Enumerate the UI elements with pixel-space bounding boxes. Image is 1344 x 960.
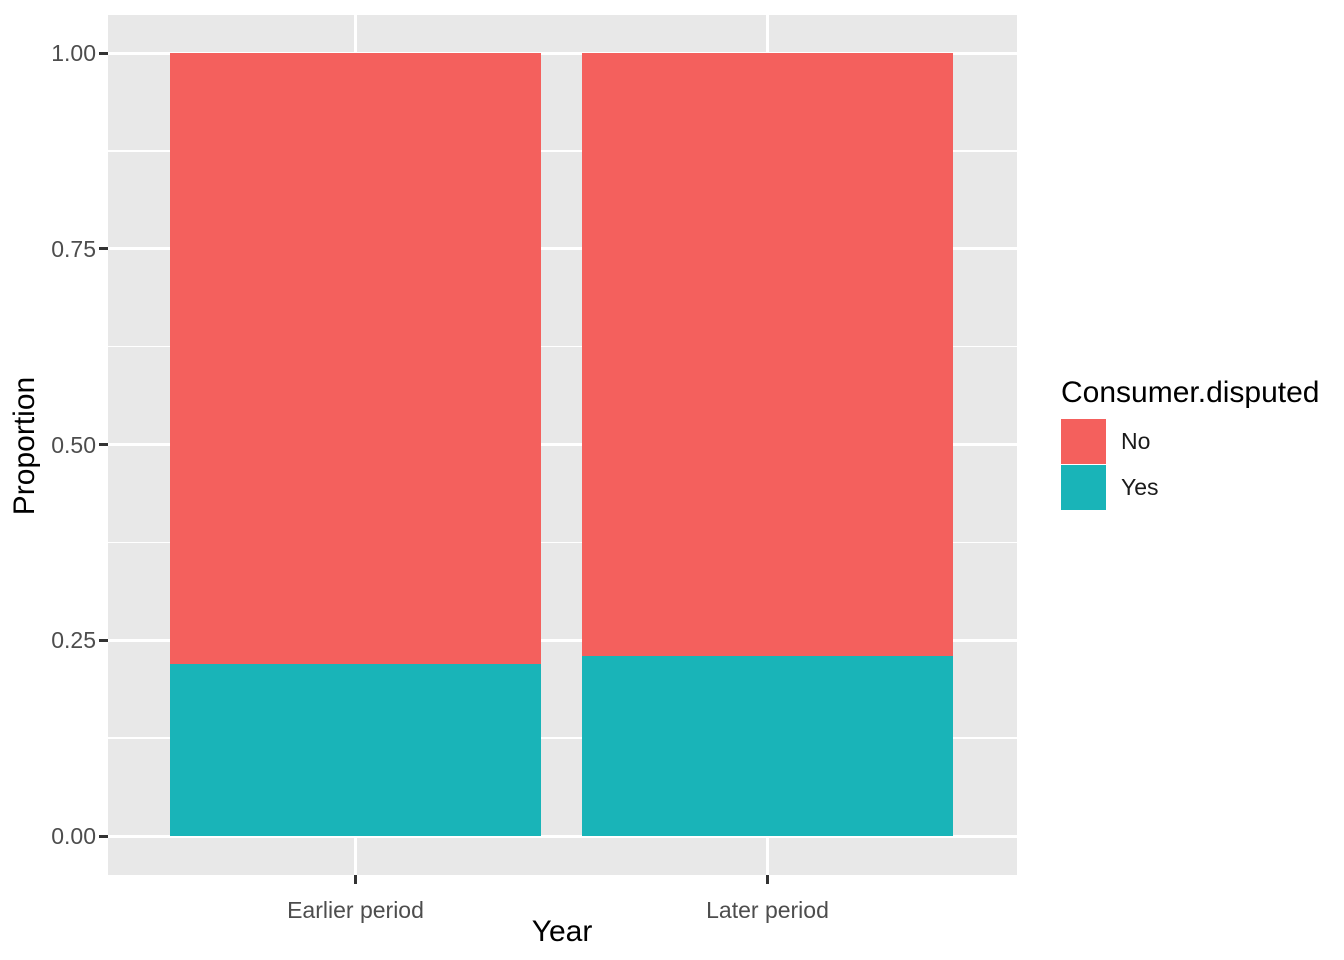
y-tick-mark	[99, 443, 108, 446]
plot-panel	[108, 15, 1017, 875]
gridline-minor-y	[108, 541, 1017, 544]
legend-entry-yes: Yes	[1061, 465, 1341, 510]
y-tick-mark	[99, 247, 108, 251]
gridline-minor-y	[108, 345, 1017, 348]
legend-swatch-no-icon	[1061, 419, 1106, 464]
x-axis-title: Year	[531, 915, 593, 948]
x-tick-mark	[766, 875, 769, 884]
gridline-minor-y	[108, 150, 1017, 152]
y-axis-title: Proportion	[8, 376, 41, 516]
gridline-major-y	[108, 638, 1017, 642]
bar-segment-earlier-period-yes	[170, 663, 541, 836]
legend: Consumer.disputed No Yes	[1061, 375, 1341, 511]
legend-label-yes: Yes	[1121, 474, 1159, 500]
bar-segment-later-period-no	[582, 53, 953, 656]
legend-label-no: No	[1121, 428, 1151, 454]
legend-entry-no: No	[1061, 419, 1341, 464]
gridline-major-y	[108, 51, 1017, 55]
bar-segment-earlier-period-no	[170, 53, 541, 664]
gridline-major-y	[108, 443, 1017, 446]
y-tick-label: 0.50	[51, 431, 96, 458]
y-tick-label: 0.75	[51, 235, 96, 262]
x-tick-label: Later period	[706, 897, 829, 923]
legend-title: Consumer.disputed	[1061, 376, 1320, 409]
gridline-major-y	[108, 834, 1017, 838]
gridline-major-y	[108, 247, 1017, 251]
x-tick-mark	[354, 875, 357, 884]
y-tick-label: 1.00	[51, 40, 96, 66]
bar-segment-later-period-yes	[582, 655, 953, 836]
y-tick-mark	[99, 834, 108, 838]
gridline-minor-y	[108, 737, 1017, 739]
legend-swatch-yes-icon	[1061, 465, 1106, 510]
x-tick-label: Earlier period	[287, 897, 424, 923]
y-tick-mark	[99, 51, 108, 55]
y-tick-label: 0.00	[51, 823, 96, 849]
y-tick-label: 0.25	[51, 627, 96, 654]
y-tick-mark	[99, 638, 108, 642]
